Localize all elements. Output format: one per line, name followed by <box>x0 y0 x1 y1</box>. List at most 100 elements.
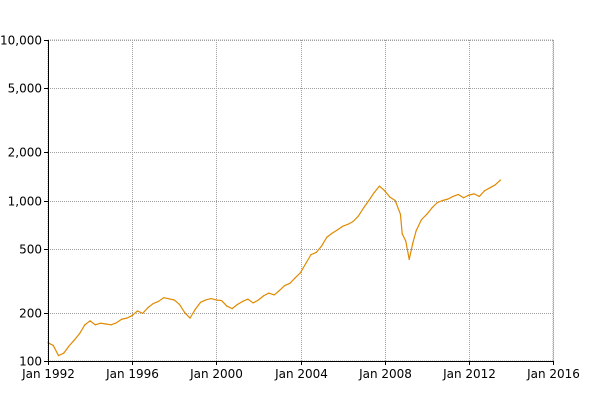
data-point <box>320 245 323 247</box>
data-point <box>499 179 501 181</box>
y-tick-label: 5,000 <box>8 82 42 96</box>
data-point <box>226 305 228 307</box>
x-tick-label: Jan 2008 <box>358 367 412 381</box>
data-point <box>89 320 91 322</box>
y-tick-label: 200 <box>19 307 42 321</box>
data-point <box>478 195 480 198</box>
data-point <box>452 195 454 198</box>
data-point <box>401 233 403 235</box>
data-point <box>331 232 333 234</box>
data-point <box>441 199 444 202</box>
data-point <box>462 197 465 199</box>
data-point <box>136 310 139 312</box>
data-point <box>231 308 233 310</box>
data-point <box>363 207 365 209</box>
data-point <box>378 185 381 187</box>
data-point <box>468 194 470 196</box>
data-point <box>431 207 433 209</box>
data-point <box>420 219 423 221</box>
data-point <box>257 299 260 301</box>
data-point <box>278 289 281 292</box>
data-point <box>115 322 117 324</box>
data-point <box>310 254 312 256</box>
data-point <box>494 184 496 186</box>
data-point <box>178 303 181 306</box>
data-point <box>147 307 149 309</box>
data-point <box>305 262 307 265</box>
data-point <box>142 312 144 314</box>
data-point <box>252 302 254 304</box>
data-point <box>215 299 217 301</box>
data-point <box>426 213 428 215</box>
data-point <box>131 314 133 317</box>
data-point <box>210 297 212 300</box>
data-point <box>110 324 112 326</box>
y-tick-label: 2,000 <box>8 146 42 160</box>
data-point <box>152 302 154 305</box>
data-point <box>157 300 160 303</box>
data-point <box>341 225 344 227</box>
data-point <box>68 345 70 347</box>
data-point <box>173 299 175 301</box>
data-point <box>220 299 223 302</box>
data-point <box>489 187 491 189</box>
data-point <box>389 196 391 198</box>
y-tick-label: 500 <box>19 243 42 257</box>
data-point <box>284 284 286 287</box>
series-layer <box>47 179 501 357</box>
data-point <box>405 240 407 242</box>
data-point <box>373 192 375 194</box>
data-point <box>184 312 186 314</box>
data-point <box>384 190 386 192</box>
data-point <box>347 223 349 225</box>
data-point <box>326 236 328 238</box>
data-point <box>436 202 438 204</box>
data-point <box>484 190 486 192</box>
data-point <box>473 193 475 195</box>
y-tick-label: 10,000 <box>0 34 42 48</box>
data-point <box>73 339 75 341</box>
data-point <box>268 292 270 294</box>
data-point <box>352 220 354 223</box>
data-point <box>457 193 459 196</box>
data-point <box>121 318 123 320</box>
data-point <box>273 294 275 296</box>
data-point <box>368 199 370 202</box>
data-point <box>94 324 96 326</box>
data-point <box>52 344 54 347</box>
y-tick-label: 1,000 <box>8 195 42 209</box>
data-point <box>247 298 249 300</box>
data-point <box>415 229 417 232</box>
x-tick-label: Jan 2012 <box>442 367 496 381</box>
data-point <box>78 333 81 335</box>
data-point <box>205 299 207 301</box>
data-point <box>199 301 202 303</box>
data-point <box>336 229 338 231</box>
data-point <box>236 303 238 306</box>
data-point <box>63 352 65 354</box>
data-point <box>412 242 414 245</box>
x-tick-label: Jan 1992 <box>21 367 75 381</box>
data-point <box>163 297 165 299</box>
data-point <box>294 277 296 279</box>
y-axis-ticks: 100 200 500 1,000 2,000 5,000 10,000 <box>0 34 49 369</box>
y-tick-label: 100 <box>19 355 42 369</box>
x-tick-label: Jan 2004 <box>274 367 328 381</box>
data-point <box>105 323 107 325</box>
data-point <box>408 258 410 260</box>
data-point <box>242 300 244 303</box>
grid <box>47 39 554 362</box>
data-point <box>126 317 128 319</box>
data-point <box>263 295 265 297</box>
x-axis-ticks: Jan 1992 Jan 1996 Jan 2000 Jan 2004 Jan 2008… <box>21 361 580 381</box>
series-line <box>47 179 501 357</box>
data-point <box>168 298 170 300</box>
data-point <box>357 215 359 217</box>
data-point <box>289 282 291 284</box>
data-point <box>315 251 317 253</box>
x-tick-label: Jan 2016 <box>526 367 580 381</box>
data-point <box>100 322 102 324</box>
x-tick-label: Jan 1996 <box>105 367 159 381</box>
data-point <box>84 324 86 326</box>
